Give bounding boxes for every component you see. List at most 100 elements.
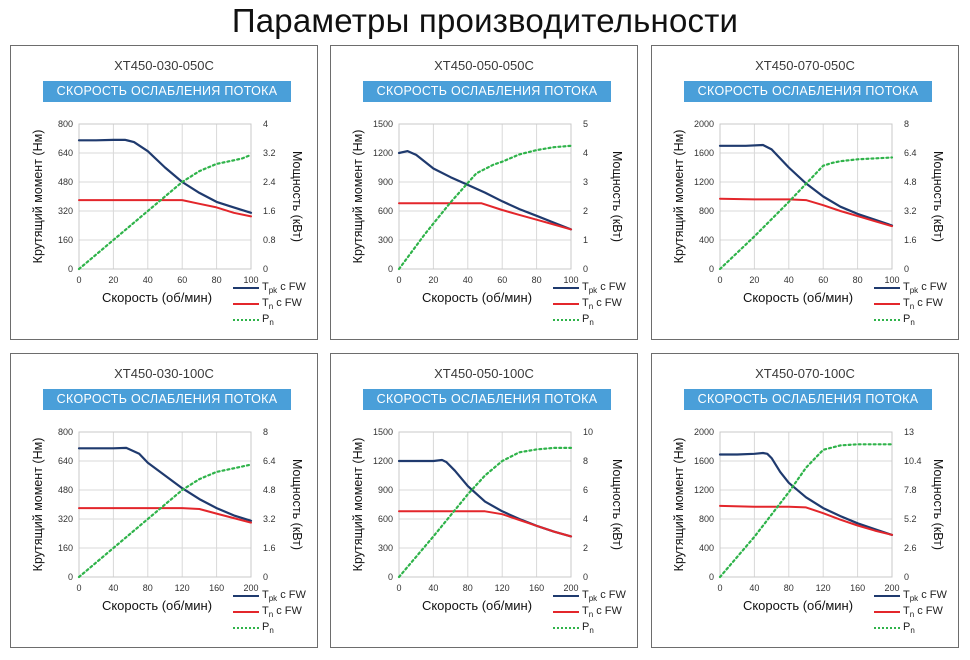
y2-tick-label: 2 bbox=[583, 543, 588, 553]
series-line-tpk bbox=[77, 446, 253, 522]
x-tick-label: 60 bbox=[497, 275, 507, 285]
y2-axis-label: Мощность (кВт) bbox=[610, 151, 624, 242]
legend-item: Tn с FW bbox=[874, 296, 958, 312]
y-tick-label: 1200 bbox=[694, 177, 714, 187]
legend-item: Pn bbox=[233, 312, 317, 328]
x-tick-label: 80 bbox=[212, 275, 222, 285]
legend-subscript: n bbox=[269, 626, 274, 636]
y-tick-label: 640 bbox=[58, 456, 73, 466]
x-tick-label: 80 bbox=[463, 583, 473, 593]
legend-suffix: с FW bbox=[273, 296, 302, 309]
series-line-tpk bbox=[718, 451, 894, 536]
chart-subtitle-banner: СКОРОСТЬ ОСЛАБЛЕНИЯ ПОТОКА bbox=[43, 389, 291, 410]
legend-subscript: n bbox=[909, 302, 915, 312]
y2-tick-label: 8 bbox=[263, 427, 268, 437]
y2-axis-label: Мощность (кВт) bbox=[290, 459, 304, 550]
legend-symbol: P bbox=[262, 620, 270, 633]
series-line-tn bbox=[398, 202, 572, 231]
y-axis-label: Крутящий момент (Нм) bbox=[31, 130, 45, 264]
chart-legend: Tpk с FW Tn с FW Pn bbox=[233, 280, 317, 328]
legend-swatch bbox=[553, 595, 579, 597]
x-tick-label: 40 bbox=[784, 275, 794, 285]
y-tick-label: 160 bbox=[58, 235, 73, 245]
y2-tick-label: 2.4 bbox=[263, 177, 276, 187]
legend-symbol: T bbox=[903, 588, 910, 601]
y2-tick-label: 3.2 bbox=[263, 514, 276, 524]
y-tick-label: 0 bbox=[388, 264, 393, 274]
y-tick-label: 1500 bbox=[373, 427, 393, 437]
series-line-tn bbox=[719, 504, 893, 536]
legend-label: Tpk с FW bbox=[582, 589, 626, 603]
legend-item: Tpk с FW bbox=[874, 588, 958, 604]
y2-tick-label: 8 bbox=[904, 119, 909, 129]
chart-subtitle-banner: СКОРОСТЬ ОСЛАБЛЕНИЯ ПОТОКА bbox=[363, 389, 611, 410]
legend-swatch bbox=[874, 303, 900, 305]
chart-panel: XT450-070-050C СКОРОСТЬ ОСЛАБЛЕНИЯ ПОТОКА… bbox=[651, 45, 959, 340]
x-tick-label: 80 bbox=[853, 275, 863, 285]
legend-swatch bbox=[553, 287, 579, 289]
chart-panel: XT450-050-050C СКОРОСТЬ ОСЛАБЛЕНИЯ ПОТОКА… bbox=[330, 45, 638, 340]
series-line-tpk bbox=[397, 149, 573, 231]
y2-tick-label: 1.6 bbox=[263, 206, 276, 216]
y-tick-label: 800 bbox=[58, 427, 73, 437]
legend-suffix: с FW bbox=[597, 588, 626, 601]
legend-subscript: n bbox=[589, 626, 594, 636]
x-tick-label: 40 bbox=[749, 583, 759, 593]
chart-title: XT450-070-100C bbox=[755, 366, 855, 381]
x-axis-label: Скорость (об/мин) bbox=[102, 290, 212, 305]
chart-svg: 0 40 80 120 160 200040080012001600200002.65.2… bbox=[672, 427, 945, 613]
legend-label: Tn с FW bbox=[582, 605, 622, 619]
legend-suffix: с FW bbox=[277, 280, 306, 293]
page-title: Параметры производительности bbox=[231, 2, 739, 39]
legend-subscript: n bbox=[268, 610, 274, 620]
legend-item: Pn bbox=[874, 312, 958, 328]
legend-swatch bbox=[553, 611, 579, 613]
y-axis-label: Крутящий момент (Нм) bbox=[672, 438, 686, 572]
y2-tick-label: 0 bbox=[263, 264, 268, 274]
legend-label: Tn с FW bbox=[262, 297, 302, 311]
legend-swatch bbox=[233, 303, 259, 305]
y-tick-label: 900 bbox=[378, 177, 393, 187]
y-axis-label: Крутящий момент (Нм) bbox=[351, 438, 365, 572]
legend-subscript: n bbox=[268, 302, 274, 312]
legend-item: Tn с FW bbox=[553, 296, 637, 312]
plot-frame bbox=[398, 123, 572, 270]
y-tick-label: 400 bbox=[699, 235, 714, 245]
legend-item: Pn bbox=[874, 620, 958, 636]
legend-swatch bbox=[233, 287, 259, 289]
legend-item: Tn с FW bbox=[874, 604, 958, 620]
legend-subscript: pk bbox=[268, 286, 278, 296]
y2-axis-label: Мощность (кВт) bbox=[931, 151, 945, 242]
x-axis-label: Скорость (об/мин) bbox=[422, 598, 532, 613]
chart-subtitle-banner: СКОРОСТЬ ОСЛАБЛЕНИЯ ПОТОКА bbox=[43, 81, 291, 102]
y-tick-label: 800 bbox=[699, 206, 714, 216]
legend-item: Pn bbox=[553, 312, 637, 328]
y2-tick-label: 10.4 bbox=[904, 456, 922, 466]
y-axis-label: Крутящий момент (Нм) bbox=[31, 438, 45, 572]
x-tick-label: 0 bbox=[396, 583, 401, 593]
y2-tick-label: 5.2 bbox=[904, 514, 917, 524]
x-tick-label: 200 bbox=[563, 583, 578, 593]
y-tick-label: 1600 bbox=[694, 456, 714, 466]
chart-title: XT450-070-050C bbox=[755, 58, 855, 73]
y-tick-label: 1200 bbox=[694, 485, 714, 495]
legend-suffix: с FW bbox=[593, 604, 622, 617]
chart-subtitle-banner: СКОРОСТЬ ОСЛАБЛЕНИЯ ПОТОКА bbox=[363, 81, 611, 102]
y2-tick-label: 0.8 bbox=[263, 235, 276, 245]
x-tick-label: 100 bbox=[884, 275, 899, 285]
chart-panel: XT450-030-100C СКОРОСТЬ ОСЛАБЛЕНИЯ ПОТОКА… bbox=[10, 353, 318, 648]
x-tick-label: 120 bbox=[495, 583, 510, 593]
y-tick-label: 0 bbox=[388, 572, 393, 582]
y2-tick-label: 0 bbox=[263, 572, 268, 582]
legend-item: Pn bbox=[233, 620, 317, 636]
y-axis-label: Крутящий момент (Нм) bbox=[672, 130, 686, 264]
legend-subscript: pk bbox=[588, 594, 598, 604]
legend-subscript: pk bbox=[909, 286, 919, 296]
legend-swatch bbox=[874, 627, 900, 629]
chart-subtitle-banner: СКОРОСТЬ ОСЛАБЛЕНИЯ ПОТОКА bbox=[684, 389, 932, 410]
x-tick-label: 120 bbox=[175, 583, 190, 593]
legend-label: Pn bbox=[582, 621, 594, 635]
x-tick-label: 80 bbox=[532, 275, 542, 285]
y-tick-label: 320 bbox=[58, 514, 73, 524]
y-tick-label: 2000 bbox=[694, 119, 714, 129]
